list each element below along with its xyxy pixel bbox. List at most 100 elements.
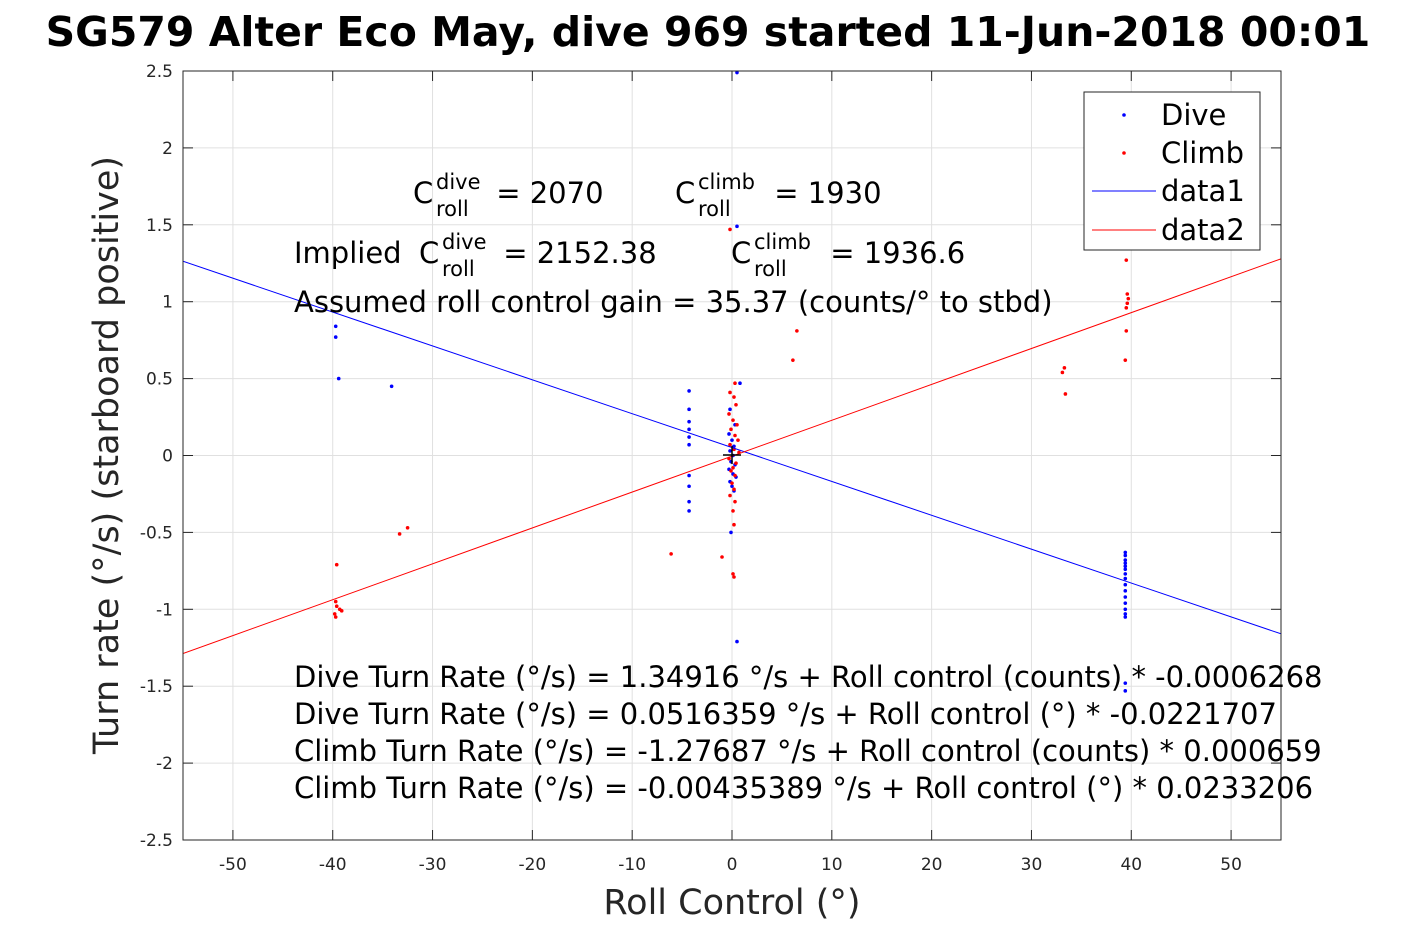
point-climb [1060,370,1065,375]
x-tick-label: 30 [1021,855,1043,875]
legend-data2-label: data2 [1161,213,1245,247]
gain-annotation: Assumed roll control gain = 35.37 (count… [294,285,1053,319]
point-climb [727,412,731,416]
point-climb [729,427,733,432]
point-dive [687,407,691,412]
point-dive [336,376,341,381]
y-tick-label: -0.5 [140,523,173,543]
implied-dive-value: = 2152.38 [494,236,657,270]
x-tick-label: -20 [518,855,546,875]
point-dive [735,71,739,75]
implied-prefix: Implied [294,236,411,270]
point-dive [687,419,691,424]
fit-annotation-2: Dive Turn Rate (°/s) = 0.0516359 °/s + R… [294,697,1277,731]
point-climb [728,442,732,447]
point-dive [1123,576,1128,581]
point-climb [732,395,736,399]
x-tick-label: 40 [1120,855,1142,875]
y-tick-label: -2 [156,754,173,774]
fit-annotation-3: Climb Turn Rate (°/s) = -1.27687 °/s + R… [294,734,1322,768]
point-climb [720,555,724,559]
annotation-c-dive: C dive roll = 2070 [413,170,604,221]
point-dive [1123,612,1128,616]
point-climb [732,575,736,579]
implied-dive-base: C [419,236,439,270]
c-dive-sub: roll [436,197,469,221]
point-climb [1124,329,1129,333]
point-dive [333,335,338,339]
point-dive [1123,561,1128,565]
point-dive [1123,595,1128,599]
x-tick-label: -50 [219,855,247,875]
implied-climb-value: = 1936.6 [821,236,965,270]
x-tick-label: -10 [618,855,646,875]
point-climb [728,227,732,232]
y-tick-label: 0.5 [146,370,173,390]
point-dive [1123,550,1128,555]
point-dive [687,427,691,432]
implied-dive-sup: dive [442,230,487,254]
c-dive-value: = 2070 [487,176,604,210]
point-climb [1062,366,1067,370]
point-climb [1126,296,1131,301]
point-climb [669,552,673,556]
y-tick-label: 2 [162,139,173,159]
legend-box [1083,91,1261,251]
y-tick-label: 1.5 [146,216,173,236]
point-climb [733,433,737,438]
x-axis-label: Roll Control (°) [603,883,860,923]
point-climb [1124,258,1129,262]
fit-annotation-1: Dive Turn Rate (°/s) = 1.34916 °/s + Rol… [294,660,1322,694]
c-dive-sup: dive [436,170,481,194]
fit-annotation-4: Climb Turn Rate (°/s) = -0.00435389 °/s … [294,771,1313,805]
point-climb [333,599,338,604]
y-tick-label: -1.5 [140,677,173,697]
y-axis-label: Turn rate (°/s) (starboard positive) [87,156,127,755]
legend: Dive Climb data1 data2 [1083,91,1261,251]
center-marker [723,446,741,464]
point-climb [734,402,738,407]
point-dive [687,389,691,393]
point-dive [687,435,691,439]
y-axis-ticks: -2.5 -2 -1.5 -1 -0.5 0 0.5 1 1.5 2 2.5 [140,62,1281,851]
point-dive [1123,572,1128,576]
implied-dive-sub: roll [442,257,475,281]
implied-climb-sub: roll [754,257,787,281]
point-climb [731,466,735,470]
y-tick-label: -2.5 [140,831,173,851]
point-dive [687,442,691,447]
x-tick-label: 50 [1220,855,1242,875]
point-climb [736,438,740,442]
point-climb [731,572,735,576]
point-dive [732,444,736,449]
point-climb [733,499,737,504]
c-climb-base: C [675,176,695,210]
point-climb [732,522,736,527]
point-climb [728,390,732,395]
legend-dive-label: Dive [1161,98,1226,132]
point-dive [729,530,733,535]
point-dive [738,381,742,386]
point-climb [734,461,738,465]
annotation-c-climb: C climb roll = 1930 [675,170,882,221]
point-climb [334,562,339,567]
point-dive [735,224,739,229]
point-climb [730,481,734,485]
implied-climb-sup: climb [754,230,811,254]
point-dive [389,384,394,389]
point-climb [1123,358,1128,362]
annotation-implied: Implied C dive roll = 2152.38 C climb ro… [294,230,965,281]
point-dive [1123,681,1128,685]
point-climb [405,525,410,530]
point-dive [728,449,732,453]
point-dive [730,438,734,442]
c-climb-value: = 1930 [765,176,882,210]
point-climb [732,487,736,492]
point-climb [334,604,339,609]
x-tick-label: 10 [821,855,843,875]
point-dive [1123,564,1128,569]
x-tick-label: 0 [727,855,738,875]
chart-title: SG579 Alter Eco May, dive 969 started 11… [46,8,1371,56]
point-dive [687,499,691,504]
